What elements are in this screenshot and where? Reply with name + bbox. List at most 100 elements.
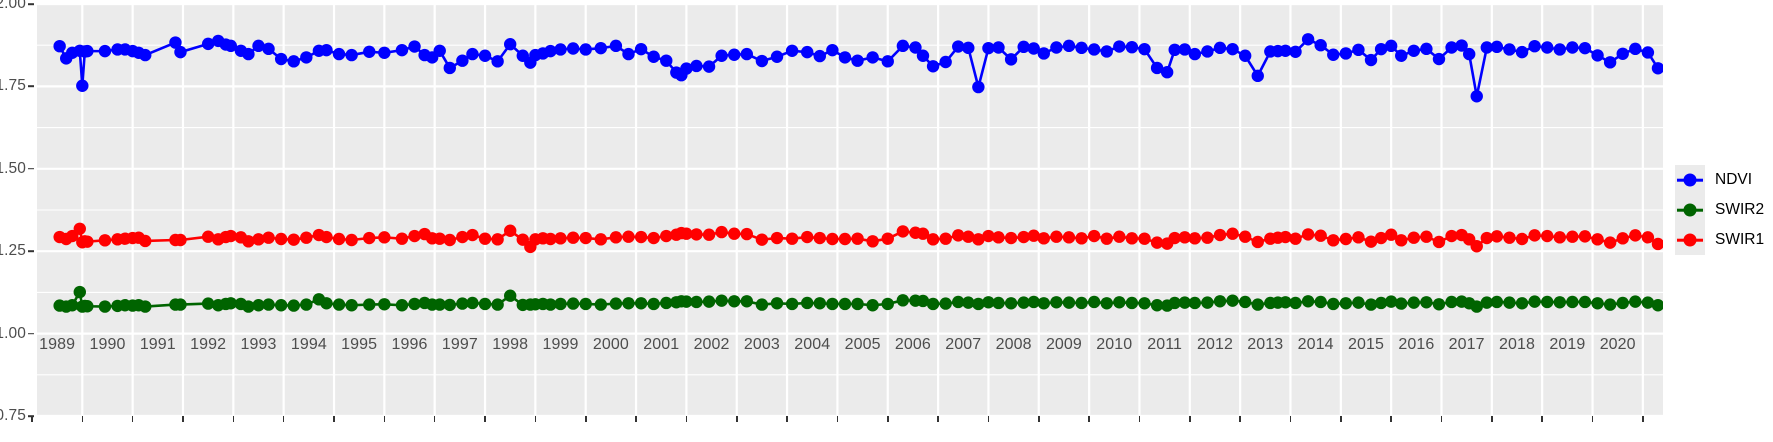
data-point — [1125, 232, 1139, 245]
data-point — [1384, 228, 1398, 241]
data-point — [1138, 297, 1151, 310]
data-point — [1213, 228, 1227, 242]
x-tick-label: 2013 — [1247, 336, 1284, 353]
legend-point-icon — [1683, 173, 1697, 187]
data-point — [1407, 44, 1421, 57]
data-point — [1339, 232, 1353, 246]
data-point — [1050, 230, 1063, 243]
x-tick-mark — [1591, 416, 1594, 422]
legend-point-icon — [1683, 233, 1697, 247]
y-tick-label: 2.00 — [0, 0, 26, 12]
x-tick-label: 1994 — [290, 336, 327, 353]
x-tick-label: 2014 — [1297, 336, 1334, 353]
data-point — [433, 298, 446, 311]
data-point — [242, 235, 255, 248]
data-point — [566, 42, 580, 55]
data-point — [826, 297, 839, 311]
data-point — [1541, 295, 1554, 309]
data-point — [1050, 296, 1063, 309]
data-point — [801, 296, 814, 310]
x-tick-label: 2011 — [1147, 336, 1183, 353]
data-point — [1062, 39, 1076, 53]
legend-item-swir1[interactable]: SWIR1 — [1675, 225, 1773, 255]
data-point — [851, 54, 864, 67]
x-axis — [0, 416, 1773, 442]
data-point — [1395, 49, 1408, 62]
data-point — [1238, 230, 1252, 243]
data-point — [98, 300, 112, 313]
data-point — [755, 54, 769, 68]
data-point — [579, 297, 592, 311]
data-point — [1037, 47, 1051, 60]
data-point — [622, 47, 635, 61]
data-point — [554, 297, 567, 311]
data-point — [896, 225, 910, 238]
data-point — [262, 42, 275, 56]
data-point — [242, 300, 255, 313]
data-point — [98, 234, 112, 247]
data-point — [1017, 230, 1030, 244]
data-point — [1528, 39, 1541, 53]
x-tick-mark — [31, 416, 33, 422]
data-point — [345, 299, 358, 312]
data-point — [1075, 296, 1088, 310]
data-point — [1004, 53, 1018, 66]
data-point — [1553, 231, 1567, 244]
data-point — [660, 229, 673, 243]
data-point — [1027, 229, 1040, 242]
data-point — [274, 232, 288, 246]
x-tick-mark — [484, 416, 486, 422]
data-point — [801, 230, 814, 244]
data-point — [770, 50, 784, 63]
data-point — [345, 233, 358, 247]
data-point — [1075, 41, 1088, 55]
data-point — [715, 294, 728, 307]
data-point — [594, 298, 608, 311]
data-point — [1314, 39, 1327, 52]
data-point — [456, 230, 469, 244]
x-tick-label: 1991 — [139, 336, 176, 353]
data-point — [1578, 295, 1592, 309]
data-point — [466, 228, 479, 242]
data-point — [1629, 42, 1642, 56]
data-point — [916, 49, 930, 62]
data-point — [680, 227, 693, 240]
x-tick-mark — [1642, 416, 1644, 422]
data-point — [881, 297, 894, 311]
x-tick-label: 2018 — [1499, 336, 1535, 353]
data-point — [332, 47, 346, 61]
data-point — [73, 222, 86, 235]
data-point — [647, 231, 660, 245]
data-point — [702, 60, 716, 73]
data-point — [838, 51, 852, 64]
data-point — [1168, 296, 1181, 310]
x-tick-label: 1990 — [89, 336, 126, 353]
data-point — [866, 299, 879, 312]
x-tick-mark — [232, 416, 235, 422]
data-point — [1226, 294, 1239, 307]
data-point — [169, 36, 182, 49]
legend-item-ndvi[interactable]: NDVI — [1675, 165, 1773, 195]
legend-item-swir2[interactable]: SWIR2 — [1675, 195, 1773, 225]
x-tick-mark — [685, 416, 688, 422]
data-point — [770, 231, 784, 245]
data-point — [1420, 230, 1433, 243]
data-point — [1603, 298, 1617, 311]
data-point — [740, 47, 753, 61]
data-point — [982, 296, 995, 309]
data-point — [1050, 41, 1063, 54]
x-tick-mark — [433, 416, 436, 422]
data-point — [1445, 41, 1458, 54]
data-point — [952, 295, 965, 309]
legend-key-swatch — [1675, 195, 1705, 225]
data-point — [1168, 231, 1181, 245]
y-tick-label: 1.25 — [0, 242, 26, 260]
data-point — [1455, 39, 1468, 52]
data-point — [866, 235, 879, 248]
y-tick-mark — [28, 332, 34, 335]
x-tick-label: 2010 — [1096, 336, 1133, 353]
data-point — [1289, 296, 1302, 310]
data-point — [1327, 297, 1340, 311]
data-point — [1100, 232, 1113, 245]
